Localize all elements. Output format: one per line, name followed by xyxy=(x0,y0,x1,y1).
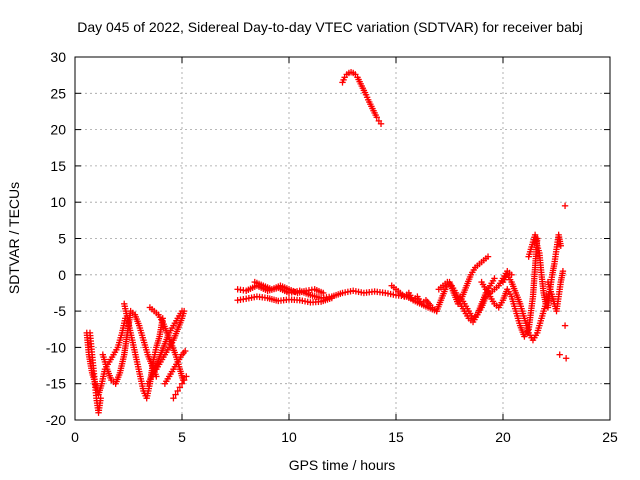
x-tick-label: 0 xyxy=(71,429,79,445)
data-point xyxy=(178,380,186,387)
axis-ticks xyxy=(74,56,611,421)
data-point xyxy=(172,391,179,398)
data-point xyxy=(320,289,327,297)
data-point-outlier xyxy=(561,202,569,210)
data-point xyxy=(182,347,189,355)
x-tick-label: 10 xyxy=(281,429,297,445)
data-point-outlier xyxy=(556,351,563,358)
data-point xyxy=(491,275,498,282)
y-axis-label: SDTVAR / TECUs xyxy=(6,182,22,294)
x-tick-label: 20 xyxy=(495,429,511,445)
data-point xyxy=(377,120,385,127)
data-point xyxy=(170,395,177,402)
y-tick-label: -15 xyxy=(46,376,66,392)
y-tick-label: -20 xyxy=(46,412,66,428)
y-tick-label: 30 xyxy=(50,49,66,65)
y-tick-label: 5 xyxy=(58,231,66,247)
data-point xyxy=(328,294,335,302)
x-tick-label: 5 xyxy=(178,429,186,445)
data-point xyxy=(176,384,184,391)
data-point xyxy=(97,395,104,402)
y-tick-label: 0 xyxy=(58,267,66,283)
chart-title: Day 045 of 2022, Sidereal Day-to-day VTE… xyxy=(77,19,583,35)
y-tick-label: 10 xyxy=(50,194,66,210)
data-point xyxy=(484,253,492,260)
x-axis-label: GPS time / hours xyxy=(289,457,396,473)
data-point-outlier xyxy=(562,355,570,362)
y-tick-label: -10 xyxy=(46,339,66,355)
data-points xyxy=(83,69,570,416)
y-tick-label: 15 xyxy=(50,158,66,174)
data-point xyxy=(559,267,567,275)
data-point xyxy=(557,242,564,249)
y-tick-label: 25 xyxy=(50,85,66,101)
x-tick-label: 15 xyxy=(388,429,404,445)
y-tick-label: -5 xyxy=(54,303,67,319)
data-point-outlier xyxy=(561,322,569,329)
data-point xyxy=(180,307,188,315)
data-point xyxy=(174,387,181,395)
data-point xyxy=(180,376,188,384)
data-point xyxy=(183,373,190,380)
x-tick-label: 25 xyxy=(602,429,618,445)
y-tick-label: 20 xyxy=(50,122,66,138)
tick-labels: 0 5 10 15 20 25 -20 -15 -10 -5 0 5 10 15 20 25 30 xyxy=(46,49,618,445)
data-point xyxy=(373,114,380,121)
